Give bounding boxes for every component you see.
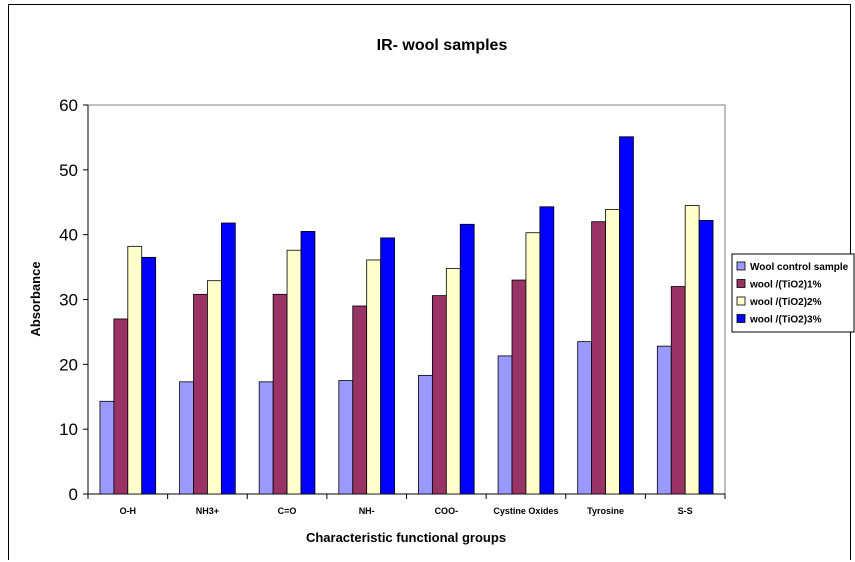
x-tick-label: Cystine Oxides bbox=[493, 506, 558, 516]
x-tick-label: NH- bbox=[359, 506, 375, 516]
bar bbox=[670, 286, 686, 495]
bar bbox=[445, 267, 461, 495]
legend-swatch bbox=[736, 296, 746, 306]
legend-swatch bbox=[736, 279, 746, 288]
bar bbox=[511, 279, 527, 495]
x-tick-label: C=O bbox=[278, 506, 297, 516]
bar bbox=[179, 381, 194, 495]
y-tick-label: 20 bbox=[59, 355, 78, 374]
x-tick-label: Tyrosine bbox=[587, 506, 624, 516]
y-tick-label: 40 bbox=[59, 226, 78, 245]
bar bbox=[352, 305, 368, 495]
bar bbox=[591, 221, 606, 495]
bar bbox=[258, 381, 274, 495]
x-tick-label: COO- bbox=[435, 506, 459, 516]
bar bbox=[418, 374, 433, 495]
y-tick-label: 50 bbox=[59, 161, 78, 180]
bar bbox=[220, 222, 236, 495]
bar bbox=[141, 256, 157, 495]
bar bbox=[525, 232, 541, 495]
y-tick-label: 0 bbox=[69, 485, 78, 504]
bar bbox=[497, 355, 513, 495]
bar bbox=[698, 220, 714, 495]
bar bbox=[619, 136, 634, 495]
bar bbox=[577, 341, 593, 495]
bar bbox=[207, 280, 222, 495]
x-tick-label: NH3+ bbox=[196, 506, 219, 516]
legend-swatch bbox=[736, 314, 746, 323]
bar bbox=[300, 231, 316, 495]
bar bbox=[193, 293, 208, 495]
y-tick-label: 30 bbox=[59, 291, 78, 310]
legend-swatch bbox=[736, 261, 746, 271]
bar bbox=[539, 206, 555, 495]
legend-label: wool /(TiO2)3% bbox=[749, 315, 822, 326]
bar bbox=[656, 345, 672, 495]
bar bbox=[684, 205, 700, 495]
bar bbox=[286, 249, 302, 495]
legend-label: wool /(TiO2)1% bbox=[749, 280, 822, 291]
bar bbox=[380, 237, 395, 495]
legend-label: Wool control sample bbox=[750, 262, 849, 273]
bar bbox=[338, 380, 354, 495]
x-tick-label: S-S bbox=[678, 506, 693, 516]
chart-title: IR- wool samples bbox=[377, 37, 508, 54]
bar bbox=[605, 208, 620, 495]
legend-box bbox=[731, 253, 855, 333]
y-tick-label: 10 bbox=[59, 420, 78, 439]
legend-label: wool /(TiO2)2% bbox=[749, 297, 822, 308]
bar bbox=[99, 400, 115, 495]
x-axis-title: Characteristic functional groups bbox=[306, 530, 506, 545]
bar bbox=[431, 295, 447, 495]
bar bbox=[113, 318, 129, 495]
x-tick-label: O-H bbox=[120, 506, 137, 516]
bar bbox=[459, 223, 475, 495]
bar bbox=[366, 259, 382, 495]
legend: Wool control sample wool /(TiO2)1% wool /(… bbox=[731, 253, 855, 333]
y-axis-title: Absorbance bbox=[28, 261, 43, 336]
bar bbox=[272, 293, 288, 495]
y-tick-label: 60 bbox=[59, 96, 78, 115]
bar bbox=[127, 245, 143, 495]
